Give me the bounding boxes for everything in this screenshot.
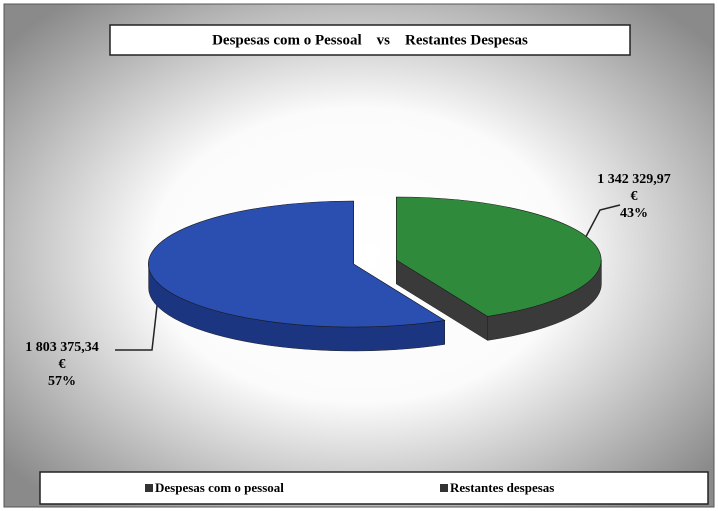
legend-label: Despesas com o pessoal <box>155 480 284 495</box>
chart-title: Despesas com o Pessoal vs Restantes Desp… <box>212 32 528 48</box>
legend-swatch <box>440 484 448 492</box>
legend-label: Restantes despesas <box>450 480 554 495</box>
data-label-percent: 43% <box>620 206 648 221</box>
slice <box>396 196 602 317</box>
data-label-currency: € <box>59 357 66 372</box>
data-label-currency: € <box>631 189 638 204</box>
legend-box <box>39 471 709 505</box>
data-label: 1 803 375,34 <box>25 340 99 355</box>
slice <box>148 200 446 328</box>
pie <box>148 196 602 352</box>
data-label-percent: 57% <box>48 374 76 389</box>
title-box <box>109 24 631 56</box>
data-label: 1 342 329,97 <box>597 172 671 187</box>
labels: 1 803 375,34 €57% 1 342 329,97 €43% Despesas… <box>25 172 671 495</box>
plot-background <box>3 3 715 508</box>
legend-swatch <box>145 484 153 492</box>
leader-line <box>579 204 621 249</box>
